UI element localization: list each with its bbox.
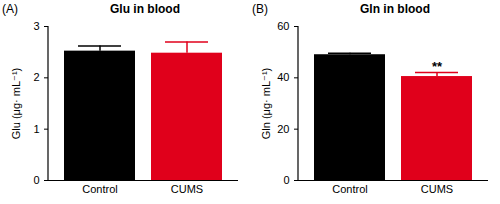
html-text:Gln in blood: Gln in blood (360, 2, 430, 16)
svg-text:3: 3 (33, 20, 39, 32)
svg-text:40: 40 (277, 71, 289, 83)
html-text:(B): (B) (252, 2, 268, 16)
html-text:Glu in blood: Glu in blood (110, 2, 180, 16)
svg-text:CUMS: CUMS (421, 183, 453, 195)
svg-text:**: ** (432, 59, 443, 74)
svg-text:Gln (μg· mL⁻¹): Gln (μg· mL⁻¹) (260, 68, 272, 139)
svg-text:2: 2 (33, 71, 39, 83)
svg-text:60: 60 (277, 20, 289, 32)
html-text:(A): (A) (2, 2, 18, 16)
svg-text:Control: Control (82, 183, 117, 195)
svg-text:20: 20 (277, 123, 289, 135)
svg-text:0: 0 (33, 174, 39, 186)
svg-text:Control: Control (332, 183, 367, 195)
svg-text:1: 1 (33, 123, 39, 135)
svg-text:Glu (μg· mL⁻¹): Glu (μg· mL⁻¹) (10, 68, 22, 139)
svg-text:CUMS: CUMS (171, 183, 203, 195)
svg-text:0: 0 (283, 174, 289, 186)
